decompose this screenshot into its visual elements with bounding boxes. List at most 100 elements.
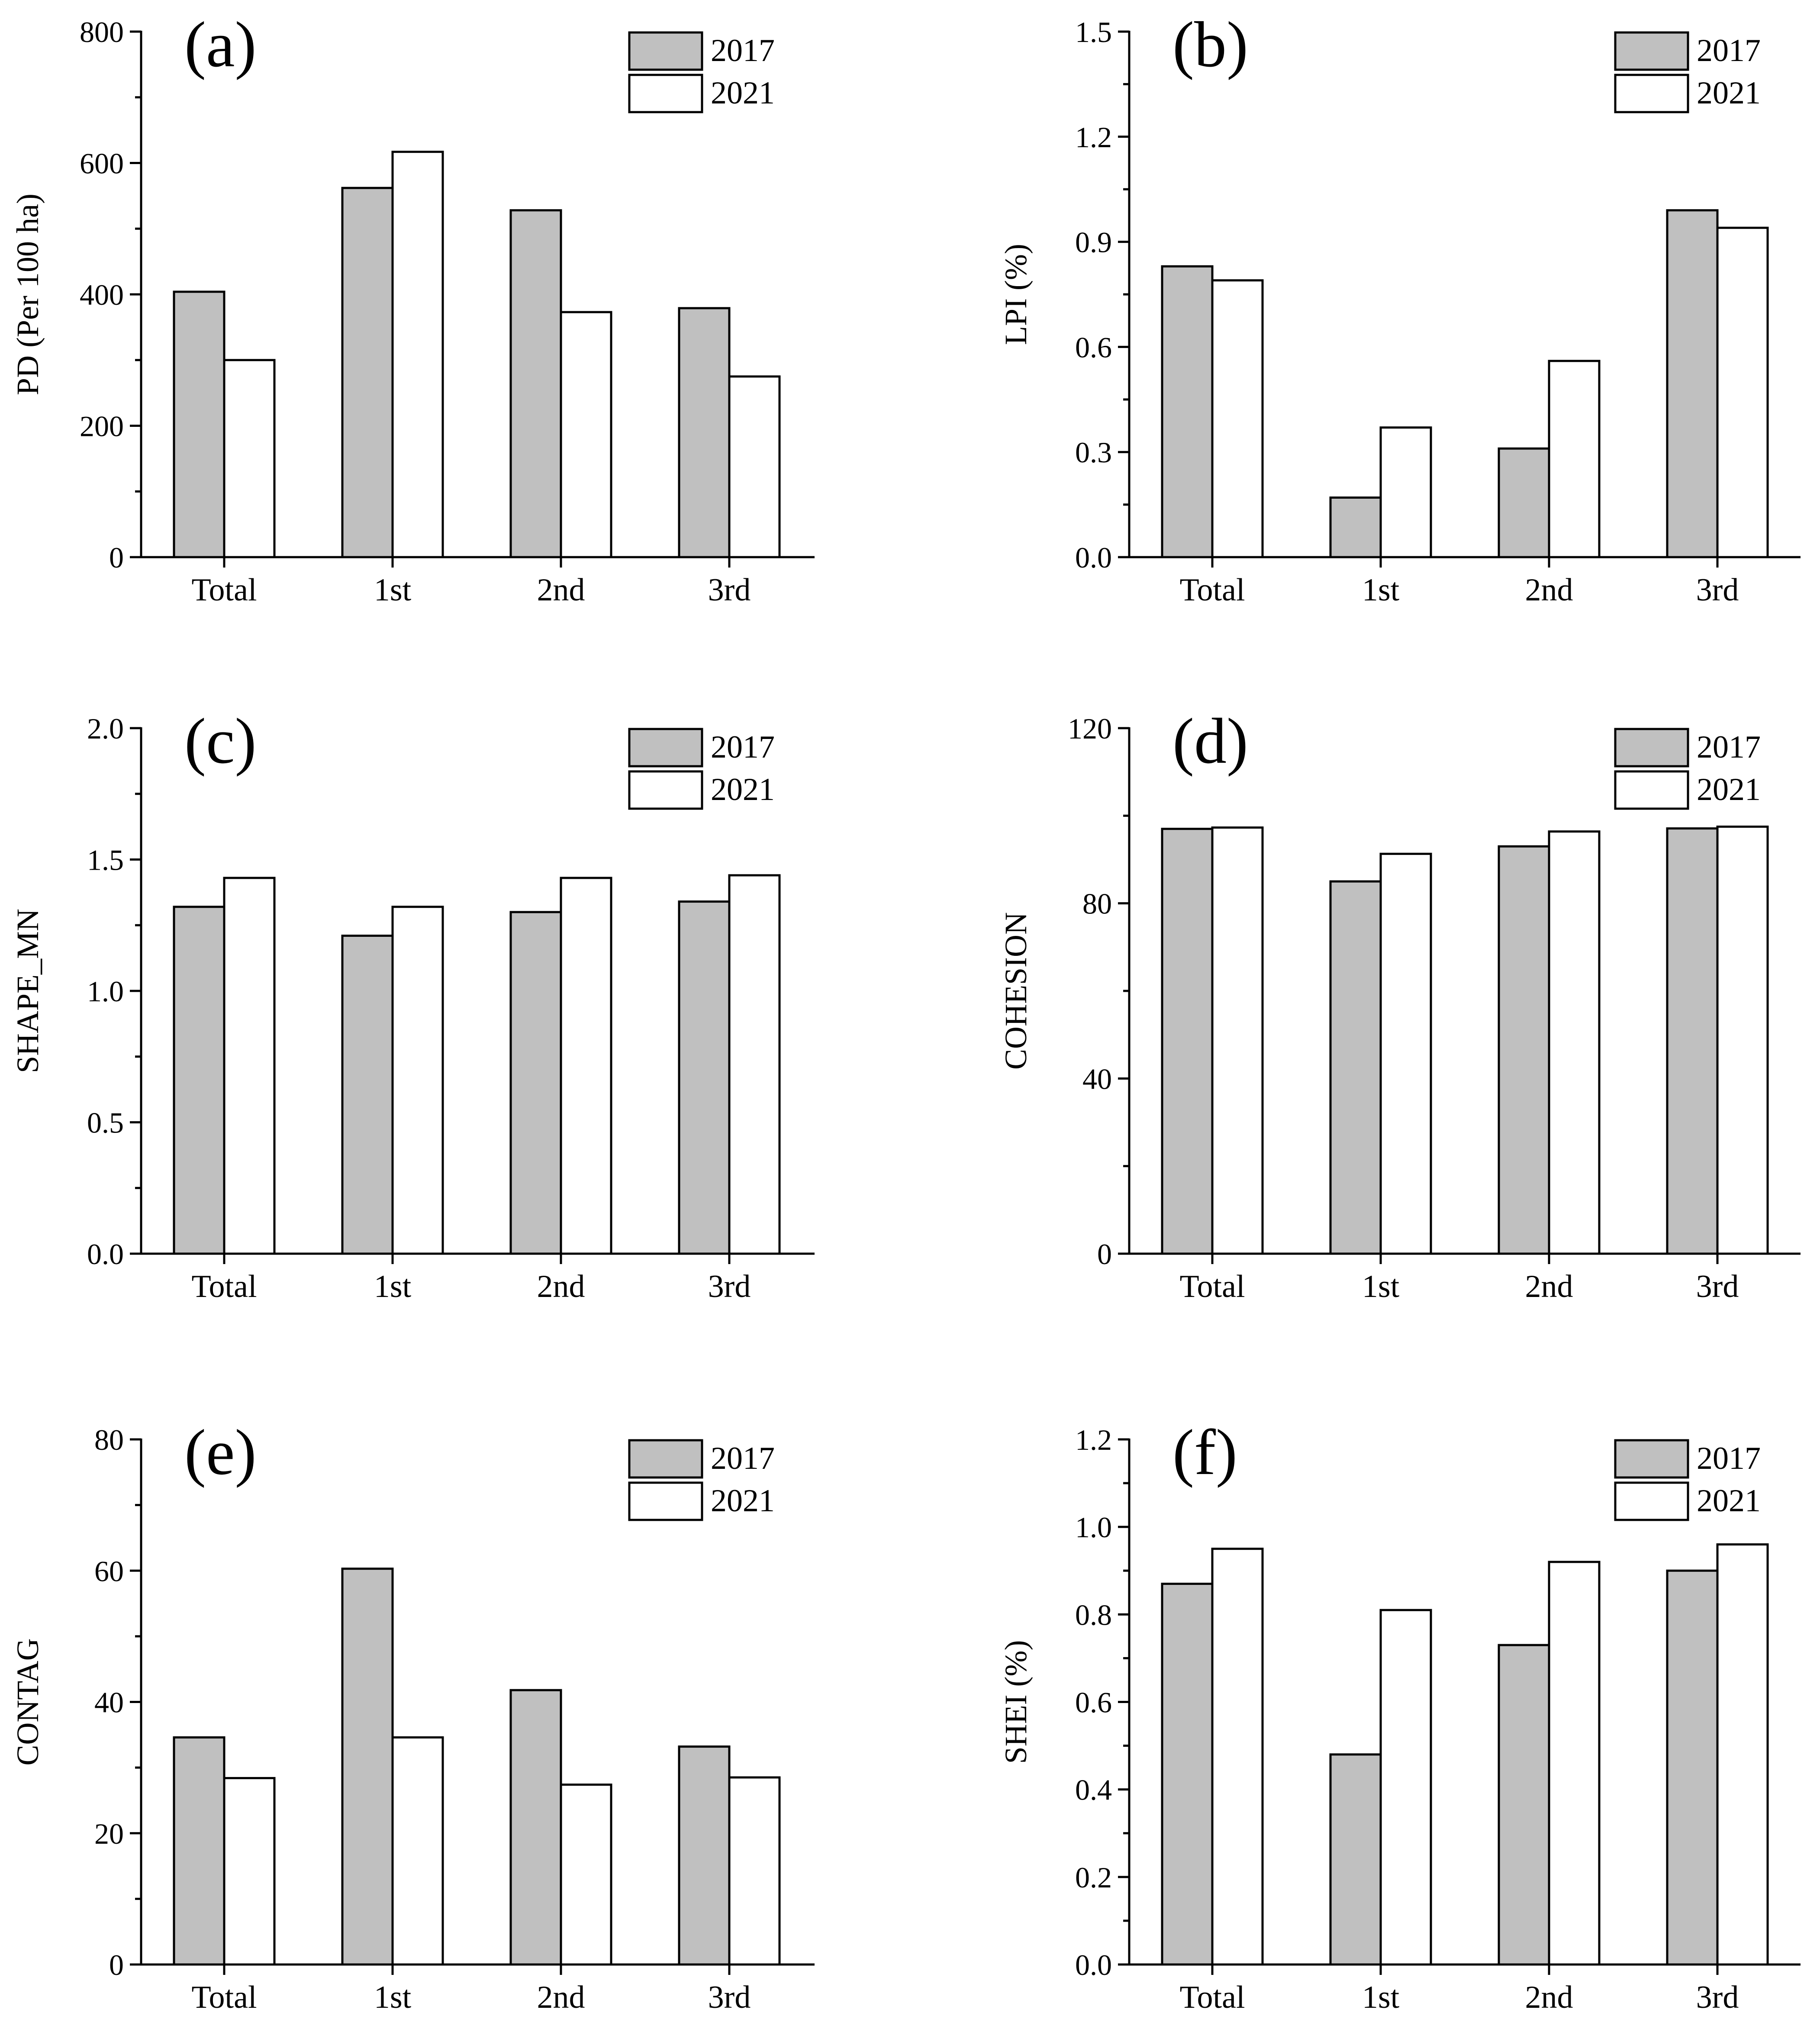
bar-2021-2nd (560, 877, 612, 1255)
y-tick-label: 0.0 (87, 1238, 124, 1271)
legend-swatch-2017 (1614, 728, 1689, 768)
y-tick-label: 1.2 (1075, 1423, 1112, 1456)
bar-2021-3rd (1716, 226, 1769, 558)
x-tick-label: Total (1180, 1269, 1245, 1304)
bar-2017-3rd (678, 307, 731, 558)
bar-2021-1st (1379, 1609, 1432, 1966)
bar-2017-total (1161, 828, 1214, 1255)
legend-label: 2021 (1697, 75, 1761, 111)
y-tick-label: 0 (109, 1948, 124, 1981)
legend-swatch-2017 (628, 728, 703, 768)
bar-2021-3rd (728, 1776, 781, 1966)
bar-2021-3rd (1716, 1543, 1769, 1966)
legend-label: 2021 (711, 75, 775, 111)
bar-2017-3rd (1666, 827, 1719, 1255)
legend-label: 2017 (711, 33, 775, 68)
chart-panel: Total 1st 2nd 3rd 0.0 0.3 0.6 0.9 1.2 1.5 LPI (%) (… (999, 9, 1801, 608)
y-tick-label: 1.5 (87, 844, 124, 877)
bar-2021-2nd (1548, 1561, 1601, 1966)
bar-2017-3rd (678, 900, 731, 1255)
bar-2021-1st (391, 906, 444, 1255)
bar-2021-2nd (1548, 360, 1601, 558)
bar-2021-total (223, 1777, 276, 1966)
x-tick-label: 1st (374, 1980, 412, 2015)
legend-label: 2017 (711, 1441, 775, 1476)
bar-2021-3rd (728, 874, 781, 1255)
y-axis-title: CONTAG (10, 1638, 45, 1765)
y-tick-label: 60 (94, 1555, 124, 1587)
bar-2017-1st (341, 935, 394, 1255)
x-tick-label: 1st (1362, 1269, 1400, 1304)
bar-2017-2nd (1498, 845, 1550, 1255)
y-tick-label: 0.6 (1075, 1686, 1112, 1719)
legend-swatch-2017 (628, 31, 703, 71)
bar-2017-3rd (678, 1745, 731, 1966)
x-tick-label: Total (192, 1980, 257, 2015)
x-tick-label: 3rd (708, 1980, 751, 2015)
bar-2021-2nd (1548, 830, 1601, 1255)
chart-panel: Total 1st 2nd 3rd 0 40 80 120 COHESION (d) 2017 202… (999, 705, 1801, 1304)
y-tick-label: 1.2 (1075, 121, 1112, 154)
legend-swatch-2021 (1614, 1481, 1689, 1521)
x-tick-label: 1st (374, 1269, 412, 1304)
x-tick-label: 1st (1362, 572, 1400, 608)
y-tick-label: 0 (109, 541, 124, 574)
x-tick-label: 1st (374, 572, 412, 608)
y-tick-label: 0 (1097, 1238, 1112, 1271)
legend-label: 2017 (1697, 1441, 1761, 1476)
y-tick-label: 1.0 (87, 975, 124, 1008)
bar-2021-total (1211, 279, 1264, 558)
chart-panel: Total 1st 2nd 3rd 0 20 40 60 80 CONTAG (e) 2017 2021 (10, 1416, 815, 2015)
legend-swatch-2021 (1614, 74, 1689, 113)
bar-2017-2nd (509, 911, 562, 1255)
y-tick-label: 400 (80, 278, 124, 311)
x-tick-label: 2nd (537, 572, 585, 608)
y-axis-title: LPI (%) (999, 244, 1033, 345)
bar-2017-total (1161, 1583, 1214, 1966)
y-tick-label: 0.9 (1075, 226, 1112, 259)
legend-label: 2017 (711, 729, 775, 765)
bar-2017-total (173, 290, 225, 558)
bar-2017-total (173, 1736, 225, 1966)
bar-2017-total (173, 906, 225, 1255)
y-axis-title: SHEI (%) (999, 1640, 1033, 1764)
bar-2017-2nd (509, 1689, 562, 1966)
x-tick-label: 2nd (537, 1980, 585, 2015)
panel-label: (d) (1173, 705, 1248, 777)
y-axis-title: PD (Per 100 ha) (10, 194, 45, 395)
bar-2021-total (1211, 826, 1264, 1255)
y-tick-label: 200 (80, 410, 124, 443)
bar-2021-total (223, 359, 276, 558)
bar-2017-2nd (509, 209, 562, 558)
legend-swatch-2017 (1614, 1439, 1689, 1479)
legend-swatch-2017 (628, 1439, 703, 1479)
y-tick-label: 2.0 (87, 712, 124, 745)
y-tick-label: 0.8 (1075, 1598, 1112, 1631)
x-tick-label: 3rd (1696, 1269, 1739, 1304)
chart-panel: Total 1st 2nd 3rd 0 200 400 600 800 PD (Per 100 h… (10, 9, 815, 608)
y-tick-label: 0.2 (1075, 1861, 1112, 1894)
x-tick-label: 3rd (1696, 1980, 1739, 2015)
y-tick-label: 0.5 (87, 1106, 124, 1139)
panel-label: (b) (1173, 9, 1248, 81)
bar-2021-1st (391, 151, 444, 558)
y-axis-title: SHAPE_MN (10, 909, 45, 1073)
bar-2017-1st (1329, 880, 1382, 1255)
legend-label: 2021 (1697, 1483, 1761, 1519)
legend-swatch-2021 (628, 770, 703, 810)
x-tick-label: 2nd (1525, 1269, 1573, 1304)
x-tick-label: Total (1180, 1980, 1245, 2015)
bar-2017-3rd (1666, 209, 1719, 558)
y-tick-label: 1.5 (1075, 16, 1112, 48)
bar-2021-1st (391, 1736, 444, 1966)
y-tick-label: 600 (80, 147, 124, 180)
bar-2017-2nd (1498, 447, 1550, 558)
bar-2017-2nd (1498, 1644, 1550, 1966)
y-axis-title: COHESION (999, 912, 1033, 1070)
panel-label: (a) (184, 9, 256, 81)
legend-label: 2021 (1697, 772, 1761, 807)
y-tick-label: 1.0 (1075, 1511, 1112, 1544)
bar-2017-total (1161, 265, 1214, 558)
y-tick-label: 20 (94, 1817, 124, 1850)
